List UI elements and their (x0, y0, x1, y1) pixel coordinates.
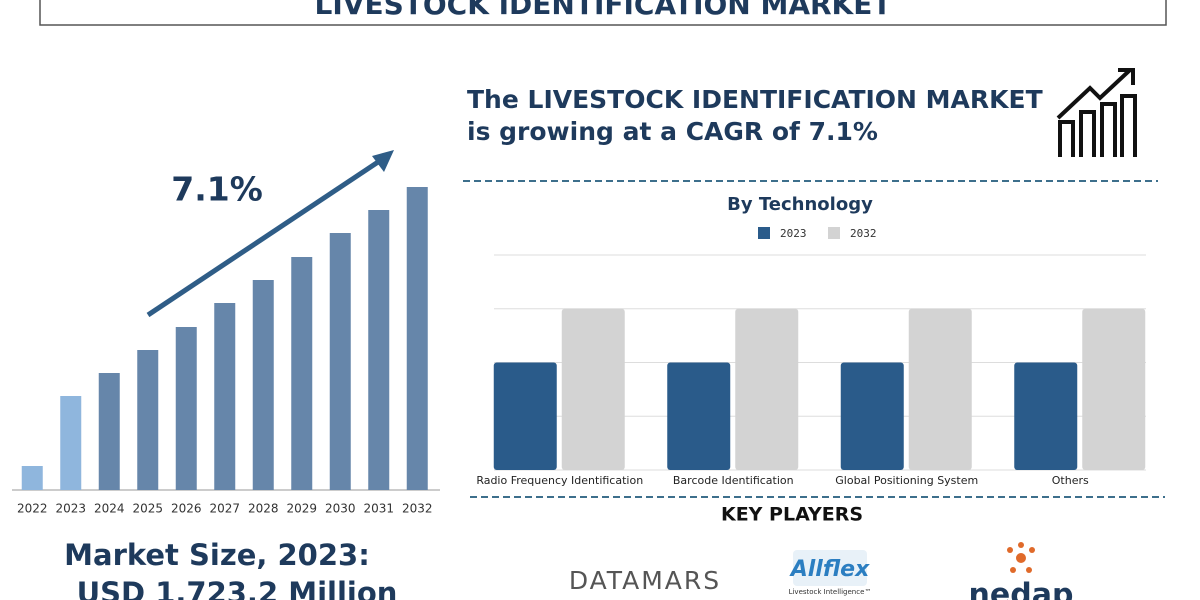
legend-label: 2032 (850, 227, 877, 240)
legend-swatch (758, 227, 770, 239)
bar (175, 327, 197, 490)
x-tick-label: 2022 (17, 502, 48, 516)
x-tick-label: Radio Frequency Identification (476, 474, 643, 487)
bar (214, 303, 236, 490)
bar (60, 396, 82, 490)
x-tick-label: 2024 (94, 502, 125, 516)
bar (908, 308, 972, 470)
bar (98, 373, 120, 490)
logo-bg (793, 550, 867, 586)
bar (21, 466, 43, 490)
market-size: USD 1,723.2 Million (77, 576, 398, 600)
bar (329, 233, 351, 490)
trend-arrow (146, 153, 389, 318)
x-tick-label: 2030 (325, 502, 356, 516)
page-title: LIVESTOCK IDENTIFICATION MARKET (315, 0, 892, 21)
player-tagline: Livestock Intelligence™ (789, 588, 872, 596)
market-size: Market Size, 2023: (64, 538, 370, 572)
bar (735, 308, 799, 470)
bar (1082, 308, 1146, 470)
bar (291, 257, 313, 490)
x-tick-label: Global Positioning System (835, 474, 978, 487)
headline: The LIVESTOCK IDENTIFICATION MARKET (467, 85, 1043, 114)
legend-label: 2023 (780, 227, 807, 240)
bar (1014, 362, 1078, 470)
growth-icon (1056, 68, 1137, 157)
headline: is growing at a CAGR of 7.1% (467, 117, 878, 146)
x-tick-label: 2028 (248, 502, 279, 516)
x-tick-label: 2031 (363, 502, 394, 516)
title-box (39, 0, 1167, 26)
cagr-annotation: 7.1% (171, 170, 263, 209)
x-tick-label: 2026 (171, 502, 202, 516)
key-players-title: KEY PLAYERS (721, 504, 863, 526)
nedap-icon (1007, 542, 1035, 573)
bar (561, 308, 625, 470)
bar (493, 362, 557, 470)
x-tick-label: 2032 (402, 502, 433, 516)
player-logo: Allflex (789, 557, 870, 582)
x-tick-label: Barcode Identification (673, 474, 794, 487)
player-logo: DATAMARS (569, 566, 721, 595)
x-tick-label: 2027 (209, 502, 240, 516)
bar (406, 187, 428, 490)
legend-swatch (828, 227, 840, 239)
player-logo: nedap (969, 578, 1074, 600)
chart-title: By Technology (727, 194, 873, 215)
bar (667, 362, 731, 470)
x-tick-label: 2025 (132, 502, 163, 516)
x-tick-label: 2029 (286, 502, 317, 516)
trend-arrow-head (372, 150, 394, 172)
bar (252, 280, 274, 490)
bar (840, 362, 904, 470)
x-tick-label: Others (1052, 474, 1089, 487)
x-tick-label: 2023 (55, 502, 86, 516)
bar (368, 210, 390, 490)
bar (137, 350, 159, 490)
